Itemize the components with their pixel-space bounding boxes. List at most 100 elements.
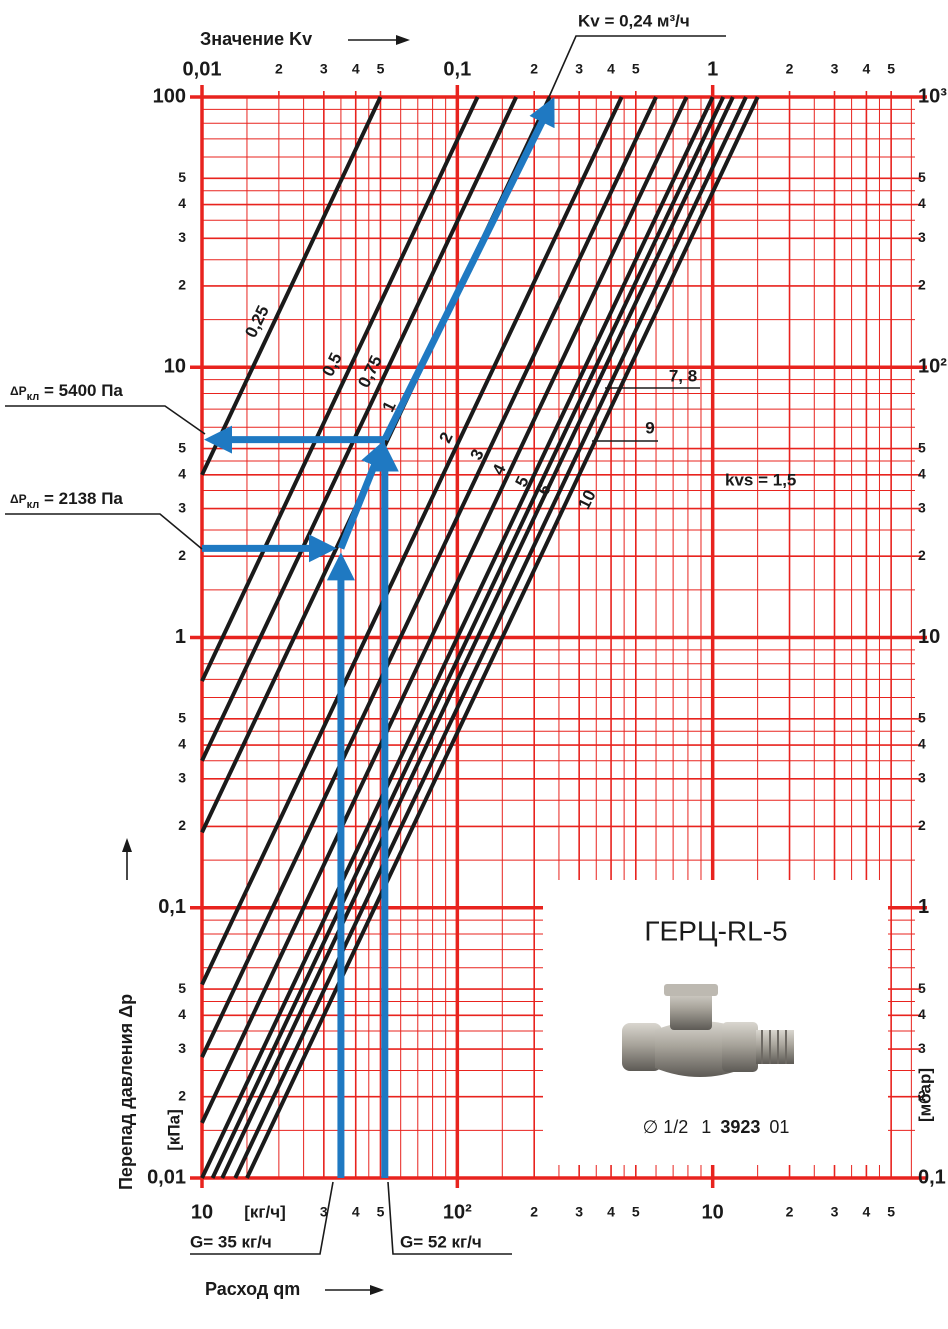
y-tick-label: 2 (178, 1087, 186, 1103)
valve-picture (622, 984, 794, 1077)
y2-tick-label: 2 (918, 547, 926, 563)
dp-symbol: ΔP (10, 492, 27, 506)
arrow-head (122, 838, 132, 852)
dp-symbol: ΔP (10, 384, 27, 398)
dp-label: ΔPкл = 5400 Па (10, 381, 123, 402)
y-tick-label: 3 (178, 770, 186, 786)
highlight (202, 96, 555, 1178)
series-label: 5 (511, 473, 532, 490)
leader (5, 405, 206, 435)
series-line (210, 96, 726, 1179)
y-tick-label: 2 (178, 817, 186, 833)
x-tick-label: 5 (377, 1204, 385, 1220)
series-line (245, 96, 760, 1179)
x2-title: Значение Kv (200, 29, 312, 49)
x-tick-label: 5 (887, 1204, 895, 1220)
series-line (200, 96, 480, 682)
y2-tick-label: 2 (918, 277, 926, 293)
y-tick-label: 5 (178, 439, 186, 455)
x-tick-label: 2 (530, 1204, 538, 1220)
x2-tick-label: 1 (707, 58, 718, 80)
y2-tick-label: 3 (918, 770, 926, 786)
y2-tick-label: 3 (918, 499, 926, 515)
leader (548, 35, 726, 98)
y-tick-label: 3 (178, 1040, 186, 1056)
arrow-head (370, 1285, 384, 1295)
x2-tick-label: 5 (887, 61, 895, 77)
x-title: Расход qm (205, 1279, 300, 1299)
series-line (200, 96, 689, 1124)
kv-label: Kv = 0,24 м³/ч (578, 11, 690, 30)
y-unit: [кПа] (164, 1109, 183, 1151)
leader (190, 1181, 334, 1255)
series-line (200, 96, 715, 1179)
dp-sub: кл (27, 391, 40, 403)
inset-title: ГЕРЦ-RL-5 (644, 915, 787, 946)
x-tick-label: 10² (443, 1201, 472, 1223)
x2-tick-label: 4 (607, 61, 615, 77)
y2-tick-label: 3 (918, 229, 926, 245)
y2-tick-label: 10 (918, 626, 940, 648)
y-tick-label: 2 (178, 277, 186, 293)
y2-tick-label: 3 (918, 1040, 926, 1056)
series-label: 7, 8 (669, 366, 697, 385)
highlight-arrow (337, 439, 388, 550)
x-tick-label: 4 (863, 1204, 871, 1220)
x-tick-label: 3 (831, 1204, 839, 1220)
kvs-label: kvs = 1,5 (725, 470, 796, 489)
y2-tick-label: 5 (918, 169, 926, 185)
g-label: G= 35 кг/ч (190, 1232, 272, 1251)
x2-tick-label: 2 (786, 61, 794, 77)
highlight-arrow (381, 96, 555, 442)
x2-tick-label: 0,1 (443, 58, 471, 80)
y2-tick-label: 4 (918, 736, 926, 752)
x-tick-label: 4 (607, 1204, 615, 1220)
series-line (200, 96, 383, 476)
x2-tick-label: 3 (575, 61, 583, 77)
x-tick-label: 3 (575, 1204, 583, 1220)
x2-tick-label: 0,01 (183, 58, 222, 80)
series-line (200, 96, 624, 986)
x-tick-label: 4 (352, 1204, 360, 1220)
x2-tick-label: 5 (632, 61, 640, 77)
y-tick-label: 3 (178, 229, 186, 245)
y2-tick-label: 4 (918, 195, 926, 211)
x-unit: [кг/ч] (244, 1202, 286, 1221)
y-tick-label: 5 (178, 710, 186, 726)
y2-tick-label: 4 (918, 465, 926, 481)
inset: ГЕРЦ-RL-5 ∅ 1/2 1 3923 01 (543, 880, 888, 1165)
article-suffix: 01 (769, 1117, 789, 1137)
dp-text: = 5400 Па (39, 381, 123, 400)
dp-text: = 2138 Па (39, 489, 123, 508)
y2-tick-label: 1 (918, 896, 929, 918)
y-tick-label: 4 (178, 195, 186, 211)
x-tick-label: 3 (320, 1204, 328, 1220)
series-line (200, 96, 658, 1059)
y-tick-label: 4 (178, 1006, 186, 1022)
y2-tick-label: 10³ (918, 85, 947, 107)
y2-tick-label: 5 (918, 710, 926, 726)
y-tick-label: 3 (178, 499, 186, 515)
y-tick-label: 5 (178, 980, 186, 996)
x2-tick-label: 2 (275, 61, 283, 77)
x-tick-label: 10 (191, 1201, 213, 1223)
y-tick-label: 0,01 (147, 1166, 186, 1188)
y-tick-label: 5 (178, 169, 186, 185)
dp-label: ΔPкл = 2138 Па (10, 489, 123, 510)
series-label: 9 (645, 418, 654, 437)
y-tick-label: 4 (178, 736, 186, 752)
x2-tick-label: 4 (352, 61, 360, 77)
y-tick-label: 100 (153, 85, 186, 107)
x2-tick-label: 4 (863, 61, 871, 77)
series-line (220, 96, 735, 1179)
arrow-head (396, 35, 410, 45)
y2-tick-label: 10² (918, 356, 947, 378)
g-label: G= 52 кг/ч (400, 1232, 482, 1251)
series-line (233, 96, 748, 1179)
series-label: 0,5 (318, 350, 345, 380)
y2-tick-label: 0,1 (918, 1166, 946, 1188)
x2-tick-label: 2 (530, 61, 538, 77)
leader (387, 1181, 512, 1255)
